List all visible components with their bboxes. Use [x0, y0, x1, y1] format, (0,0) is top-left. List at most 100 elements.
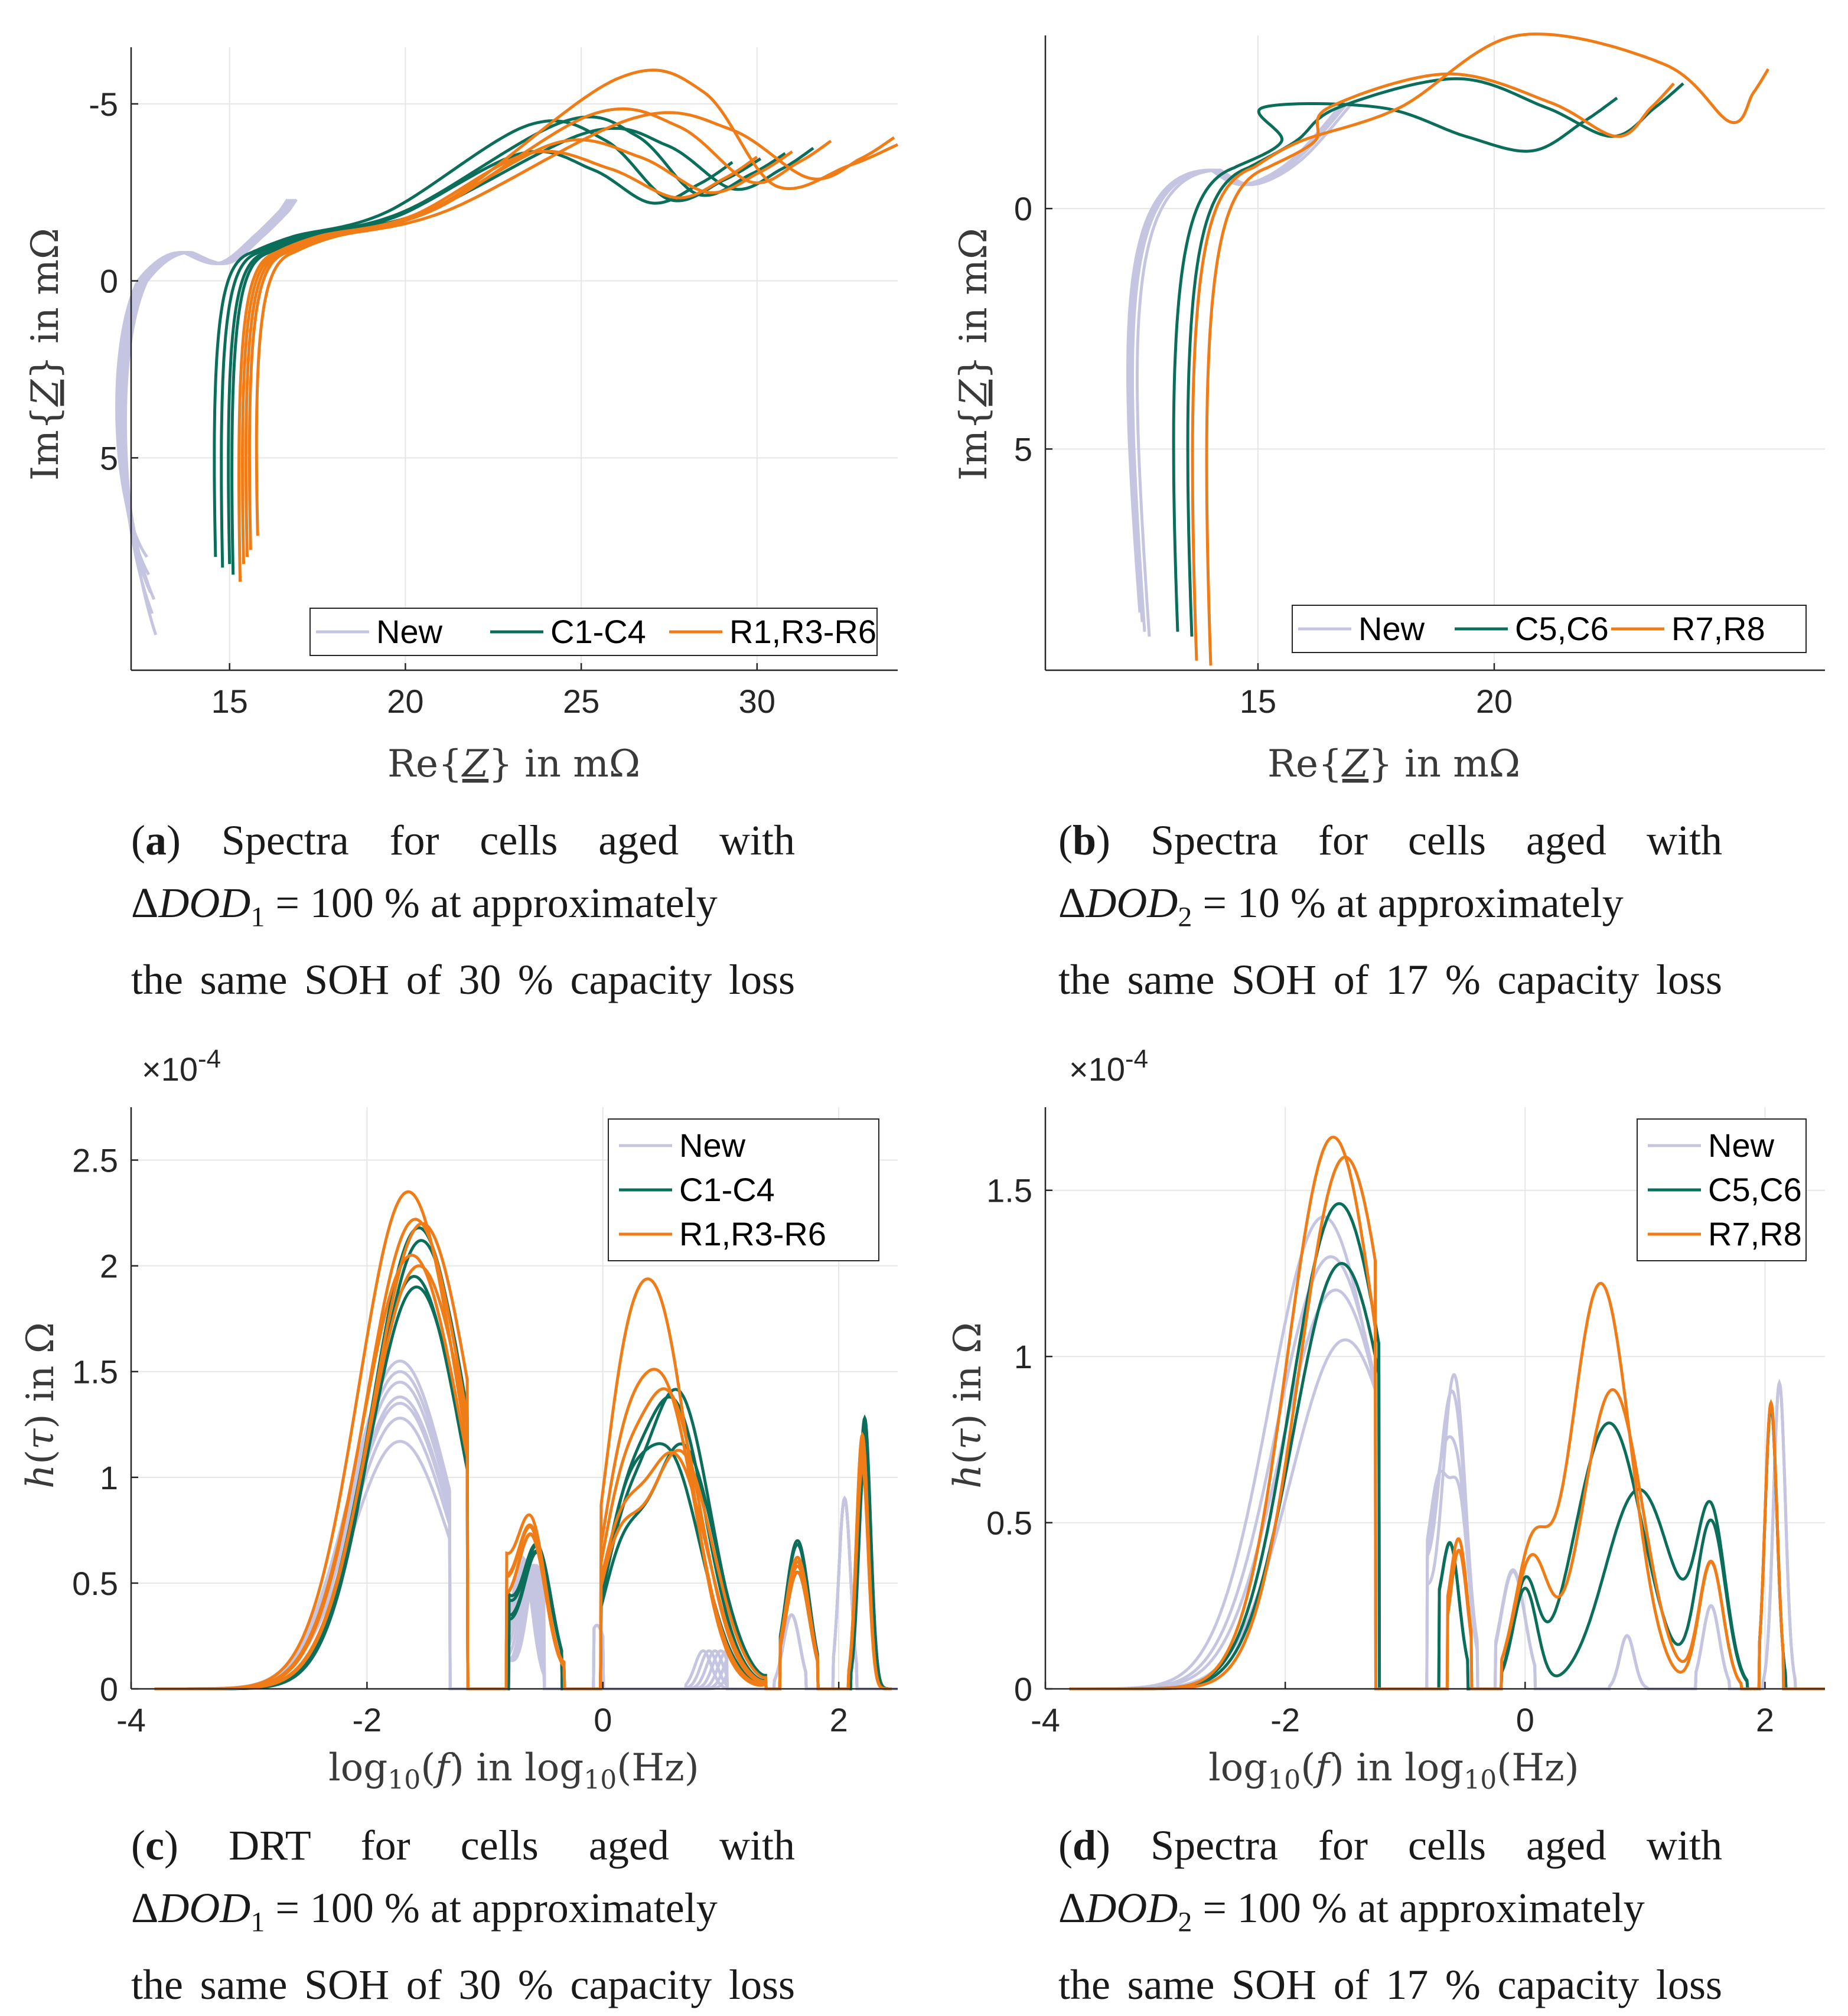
chart-a: 15 20 25 30 -5 0 5 New C1-C4 R1,R3-R6 Re{Z} in … [24, 47, 899, 786]
x-tick-label: 15 [1240, 683, 1276, 720]
legend-entry-new: New [679, 1127, 746, 1164]
chart-a-xlabel: Re{Z} in mΩ [387, 742, 640, 786]
y-tick-label: 0 [100, 263, 118, 300]
x-tick-label: 20 [387, 683, 423, 720]
caption-b-line1: (b) Spectra for cells aged with [1058, 817, 1722, 864]
caption-b-line3: the same SOH of 17 % capacity loss [1058, 956, 1722, 1004]
chart-d-xticks: -4 -2 0 2 [1031, 1701, 1774, 1738]
legend-entry-c: C1-C4 [550, 613, 646, 650]
x-tick-label: 20 [1476, 683, 1513, 720]
series-r-line [1191, 32, 1770, 661]
y-tick-label: 2 [100, 1248, 118, 1285]
legend-entry-c: C5,C6 [1515, 610, 1609, 647]
chart-d-multiplier: ×10-4 [1069, 1045, 1148, 1088]
chart-b-yticks: 05 [1014, 190, 1032, 468]
caption-d-line3: the same SOH of 17 % capacity loss [1058, 1961, 1722, 2009]
chart-a-xticks: 15 20 25 30 [211, 683, 775, 720]
series-r-line [244, 107, 832, 557]
x-tick-label: 15 [211, 683, 248, 720]
caption-c-line3: the same SOH of 30 % capacity loss [131, 1961, 795, 2009]
chart-a-ylabel: Im{Z} in mΩ [24, 228, 67, 481]
caption-a-line2: ΔDOD1 = 100 % at approximately [131, 879, 718, 933]
chart-d-axes [1044, 1107, 1825, 1690]
legend-entry-c: C1-C4 [679, 1171, 775, 1208]
legend-entry-new: New [1708, 1127, 1775, 1164]
y-tick-label: 1.5 [72, 1353, 118, 1391]
chart-a-series [115, 68, 899, 635]
legend-entry-new: New [376, 613, 443, 650]
chart-c-xlabel: log10(f) in log10(Hz) [328, 1746, 699, 1795]
x-tick-label: 2 [1756, 1701, 1774, 1738]
x-tick-label: -4 [116, 1701, 146, 1738]
y-tick-label: -5 [89, 86, 118, 123]
series-new-line [154, 1416, 898, 1691]
x-tick-label: 0 [1516, 1701, 1534, 1738]
legend-box [1292, 605, 1807, 653]
y-tick-label: 1 [100, 1459, 118, 1496]
x-tick-label: -2 [1270, 1701, 1300, 1738]
caption-b-line2: ΔDOD2 = 10 % at approximately [1058, 879, 1624, 933]
chart-b-axes [1044, 35, 1825, 671]
caption-a: (a) Spectra for cells aged with ΔDOD1 = … [131, 809, 795, 1011]
chart-a-yticks: -5 0 5 [89, 86, 118, 477]
chart-c-xticks: -4 -2 0 2 [116, 1701, 848, 1738]
series-r-line [255, 111, 895, 536]
x-tick-label: -4 [1031, 1701, 1060, 1738]
caption-a-line3: the same SOH of 30 % capacity loss [131, 956, 795, 1004]
legend-entry-new: New [1358, 610, 1425, 647]
chart-b-legend: New C5,C6 R7,R8 [1292, 605, 1807, 653]
series-new-line [1129, 102, 1347, 622]
chart-b-grid [1045, 35, 1825, 670]
series-new-line [154, 1359, 898, 1691]
y-tick-label: 1 [1014, 1338, 1032, 1375]
legend-entry-r: R1,R3-R6 [729, 613, 876, 650]
y-tick-label: 5 [100, 439, 118, 477]
chart-d-ylabel: h(τ) in Ω [946, 1322, 990, 1489]
chart-c-axes [130, 1107, 898, 1690]
x-tick-label: 30 [739, 683, 775, 720]
y-tick-label: 0.5 [72, 1565, 118, 1602]
y-tick-label: 2.5 [72, 1142, 118, 1179]
y-tick-label: 0 [100, 1671, 118, 1708]
series-c-line [213, 119, 762, 557]
legend-entry-r: R1,R3-R6 [679, 1215, 826, 1252]
y-tick-label: 5 [1014, 430, 1032, 468]
series-c-line [1069, 1261, 1825, 1691]
caption-d-line2: ΔDOD2 = 100 % at approximately [1058, 1884, 1645, 1938]
legend-box [309, 608, 878, 656]
x-tick-label: 0 [594, 1701, 612, 1738]
y-tick-label: 0 [1014, 190, 1032, 227]
caption-d-line1: (d) Spectra for cells aged with [1058, 1822, 1722, 1869]
series-new-line [122, 198, 296, 601]
series-c-line [227, 126, 814, 565]
chart-c-legend: New C1-C4 R1,R3-R6 [608, 1118, 879, 1261]
x-tick-label: 2 [830, 1701, 848, 1738]
series-r-line [237, 68, 899, 582]
caption-b: (b) Spectra for cells aged with ΔDOD2 = … [1058, 809, 1722, 1011]
chart-c-series [154, 1190, 898, 1691]
chart-b-series [1126, 32, 1770, 666]
y-tick-label: 0.5 [986, 1505, 1032, 1542]
chart-d-yticks: 0 0.5 1 1.5 [986, 1172, 1032, 1708]
legend-entry-c: C5,C6 [1708, 1171, 1802, 1208]
chart-c-multiplier: ×10-4 [142, 1045, 221, 1088]
chart-d-legend: New C5,C6 R7,R8 [1637, 1118, 1807, 1261]
chart-b-xlabel: Re{Z} in mΩ [1267, 742, 1520, 786]
chart-c-ylabel: h(τ) in Ω [19, 1322, 63, 1489]
caption-d: (d) Spectra for cells aged with ΔDOD2 = … [1058, 1814, 1722, 2016]
chart-d-xlabel: log10(f) in log10(Hz) [1208, 1746, 1579, 1795]
series-r-line [1205, 72, 1675, 666]
series-new-line [1069, 1288, 1825, 1691]
legend-entry-r: R7,R8 [1671, 610, 1765, 647]
y-tick-label: 1.5 [986, 1172, 1032, 1209]
series-r-line [247, 138, 793, 550]
series-c-line [230, 149, 734, 575]
legend-entry-r: R7,R8 [1708, 1215, 1802, 1252]
chart-b: 15 20 05 New C5,C6 R7,R8 Re{Z} in mΩ Im{Z} … [952, 32, 1825, 786]
series-new-line [154, 1402, 898, 1691]
caption-c-line1: (c) DRT for cells aged with [131, 1822, 795, 1869]
series-r-line [241, 149, 758, 565]
x-tick-label: 25 [563, 683, 599, 720]
series-c-line [1172, 96, 1618, 632]
chart-a-legend: New C1-C4 R1,R3-R6 [309, 608, 878, 656]
